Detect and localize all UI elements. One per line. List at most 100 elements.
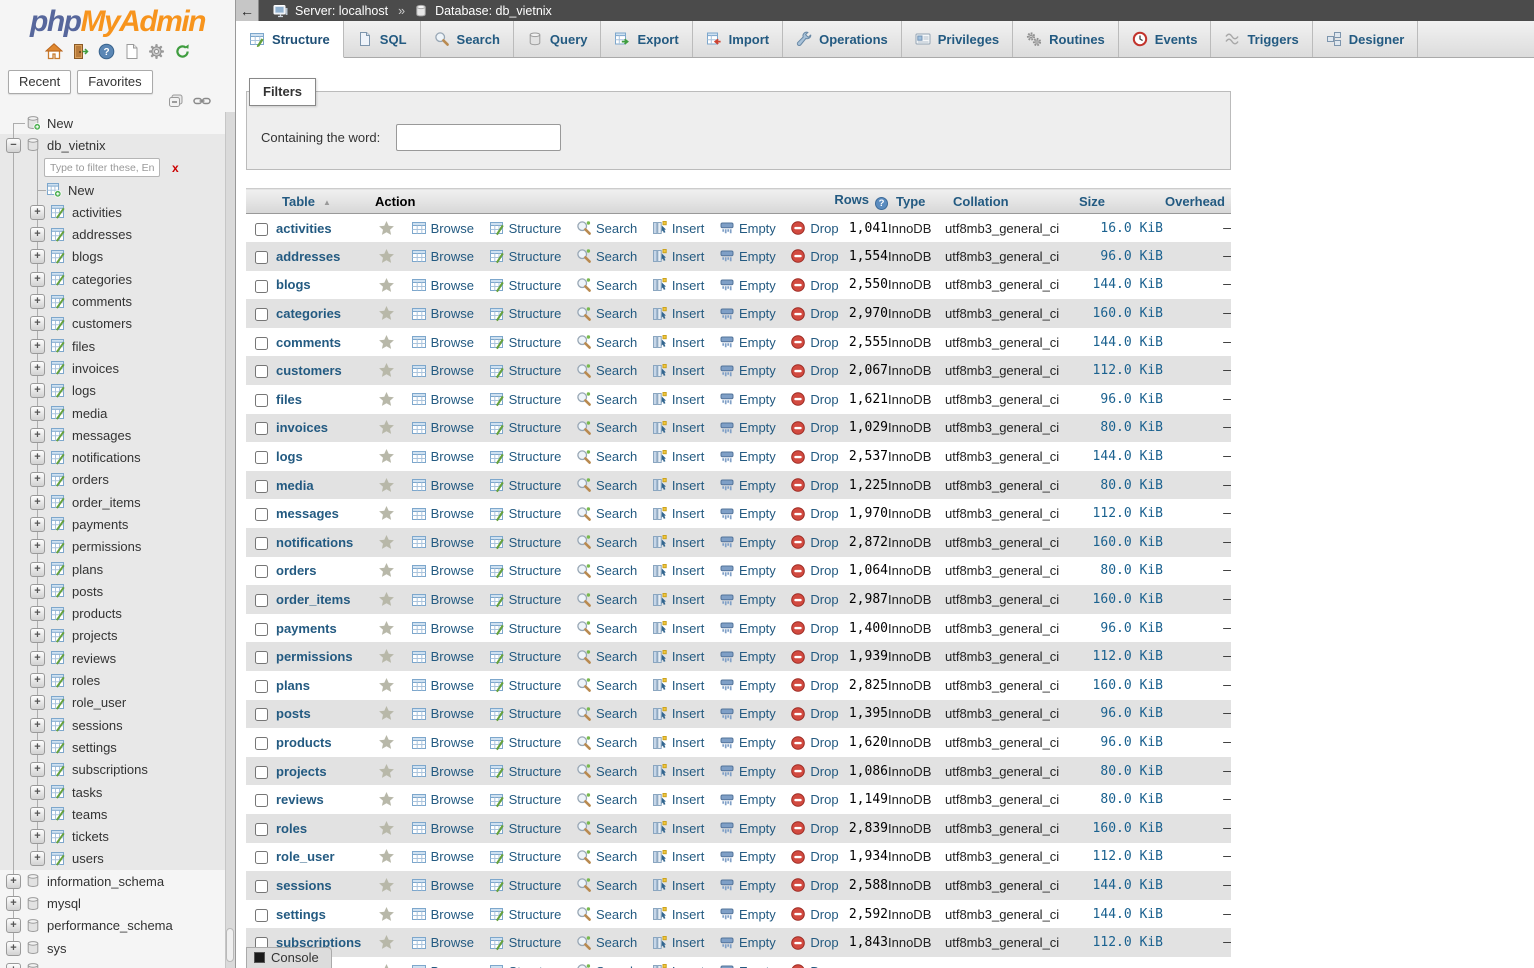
browse-link[interactable]: Browse bbox=[411, 677, 474, 693]
sidebar-table-item[interactable]: + payments bbox=[0, 513, 235, 535]
insert-link[interactable]: Insert bbox=[652, 563, 704, 579]
expand-toggle-icon[interactable]: + bbox=[30, 673, 45, 689]
insert-link[interactable]: Insert bbox=[652, 706, 704, 722]
drop-link[interactable]: Drop bbox=[790, 677, 839, 693]
drop-link[interactable]: Drop bbox=[790, 877, 839, 893]
search-link[interactable]: Search bbox=[576, 763, 637, 779]
sort-table-header[interactable]: Table bbox=[282, 193, 315, 209]
insert-link[interactable]: Insert bbox=[652, 792, 704, 808]
search-link[interactable]: Search bbox=[576, 306, 637, 322]
browse-link[interactable]: Browse bbox=[411, 391, 474, 407]
favorite-star-icon[interactable] bbox=[378, 848, 395, 865]
favorite-star-icon[interactable] bbox=[378, 305, 395, 322]
structure-link[interactable]: Structure bbox=[489, 792, 561, 808]
browse-link[interactable]: Browse bbox=[411, 363, 474, 379]
expand-toggle-icon[interactable]: + bbox=[30, 695, 45, 711]
insert-link[interactable]: Insert bbox=[652, 363, 704, 379]
insert-link[interactable]: Insert bbox=[652, 649, 704, 665]
empty-link[interactable]: Empty bbox=[719, 449, 776, 465]
table-name-link[interactable]: permissions bbox=[276, 649, 353, 665]
recent-button[interactable]: Recent bbox=[8, 70, 72, 94]
structure-link[interactable]: Structure bbox=[489, 877, 561, 893]
tree-item-new-table[interactable]: New bbox=[0, 179, 235, 201]
favorite-star-icon[interactable] bbox=[378, 791, 395, 808]
tab-privileges[interactable]: Privileges bbox=[902, 21, 1014, 57]
sidebar-table-item[interactable]: + addresses bbox=[0, 223, 235, 245]
structure-link[interactable]: Structure bbox=[489, 277, 561, 293]
expand-toggle-icon[interactable]: + bbox=[30, 516, 45, 532]
expand-toggle-icon[interactable]: + bbox=[30, 583, 45, 599]
favorite-star-icon[interactable] bbox=[378, 277, 395, 294]
structure-link[interactable]: Structure bbox=[489, 363, 561, 379]
structure-link[interactable]: Structure bbox=[489, 649, 561, 665]
tab-search[interactable]: Search bbox=[421, 21, 514, 57]
insert-link[interactable]: Insert bbox=[652, 677, 704, 693]
browse-link[interactable]: Browse bbox=[411, 506, 474, 522]
structure-link[interactable]: Structure bbox=[489, 220, 561, 236]
drop-link[interactable]: Drop bbox=[790, 306, 839, 322]
reload-navigation-icon[interactable] bbox=[174, 43, 191, 60]
favorite-star-icon[interactable] bbox=[378, 963, 395, 968]
sidebar-table-item[interactable]: + files bbox=[0, 335, 235, 357]
sidebar-table-item[interactable]: + products bbox=[0, 603, 235, 625]
empty-link[interactable]: Empty bbox=[719, 277, 776, 293]
row-checkbox[interactable] bbox=[254, 737, 268, 751]
documentation-icon[interactable] bbox=[124, 43, 139, 60]
structure-link[interactable]: Structure bbox=[489, 677, 561, 693]
sidebar-table-item[interactable]: + reviews bbox=[0, 647, 235, 669]
row-checkbox[interactable] bbox=[254, 336, 268, 350]
help-icon[interactable]: ? bbox=[98, 43, 115, 60]
table-name-link[interactable]: plans bbox=[276, 677, 310, 693]
table-name-link[interactable]: blogs bbox=[276, 277, 311, 293]
tab-structure[interactable]: Structure bbox=[236, 21, 344, 58]
table-name-link[interactable]: payments bbox=[276, 620, 337, 636]
browse-link[interactable]: Browse bbox=[411, 477, 474, 493]
expand-toggle-icon[interactable]: + bbox=[30, 249, 45, 265]
drop-link[interactable]: Drop bbox=[790, 935, 839, 951]
browse-link[interactable]: Browse bbox=[411, 534, 474, 550]
row-checkbox[interactable] bbox=[254, 937, 268, 951]
drop-link[interactable]: Drop bbox=[790, 906, 839, 922]
collapse-all-icon[interactable] bbox=[168, 94, 184, 108]
browse-link[interactable]: Browse bbox=[411, 449, 474, 465]
sidebar-table-item[interactable]: + posts bbox=[0, 580, 235, 602]
sidebar-table-item[interactable]: + order_items bbox=[0, 491, 235, 513]
browse-link[interactable]: Browse bbox=[411, 963, 474, 968]
table-name-link[interactable]: posts bbox=[276, 706, 311, 722]
row-checkbox[interactable] bbox=[254, 365, 268, 379]
browse-link[interactable]: Browse bbox=[411, 248, 474, 264]
empty-link[interactable]: Empty bbox=[719, 792, 776, 808]
expand-toggle-icon[interactable]: + bbox=[30, 227, 45, 243]
row-checkbox[interactable] bbox=[254, 851, 268, 865]
structure-link[interactable]: Structure bbox=[489, 906, 561, 922]
empty-link[interactable]: Empty bbox=[719, 420, 776, 436]
tab-import[interactable]: Import bbox=[693, 21, 784, 57]
sort-overhead-header[interactable]: Overhead bbox=[1165, 193, 1225, 209]
sidebar-database-item[interactable]: + sys bbox=[0, 937, 235, 959]
tab-triggers[interactable]: Triggers bbox=[1211, 21, 1313, 57]
row-checkbox[interactable] bbox=[254, 594, 268, 608]
filter-clear-icon[interactable]: x bbox=[172, 160, 179, 175]
row-checkbox[interactable] bbox=[254, 393, 268, 407]
insert-link[interactable]: Insert bbox=[652, 763, 704, 779]
drop-link[interactable]: Drop bbox=[790, 649, 839, 665]
drop-link[interactable]: Drop bbox=[790, 449, 839, 465]
collapse-toggle-icon[interactable]: − bbox=[6, 137, 21, 153]
insert-link[interactable]: Insert bbox=[652, 220, 704, 236]
browse-link[interactable]: Browse bbox=[411, 849, 474, 865]
tab-query[interactable]: Query bbox=[514, 21, 602, 57]
sort-size-header[interactable]: Size bbox=[1079, 193, 1106, 209]
sidebar-table-item[interactable]: + activities bbox=[0, 201, 235, 223]
breadcrumb-server-link[interactable]: Server: localhost bbox=[295, 3, 389, 18]
table-name-link[interactable]: categories bbox=[276, 306, 342, 322]
insert-link[interactable]: Insert bbox=[652, 334, 704, 350]
sidebar-table-item[interactable]: + subscriptions bbox=[0, 759, 235, 781]
structure-link[interactable]: Structure bbox=[489, 620, 561, 636]
browse-link[interactable]: Browse bbox=[411, 592, 474, 608]
tab-events[interactable]: Events bbox=[1119, 21, 1212, 57]
row-checkbox[interactable] bbox=[254, 822, 268, 836]
table-name-link[interactable]: files bbox=[276, 391, 303, 407]
sidebar-database-item[interactable]: + mysql bbox=[0, 892, 235, 914]
sidebar-table-item[interactable]: + blogs bbox=[0, 246, 235, 268]
favorite-star-icon[interactable] bbox=[378, 562, 395, 579]
